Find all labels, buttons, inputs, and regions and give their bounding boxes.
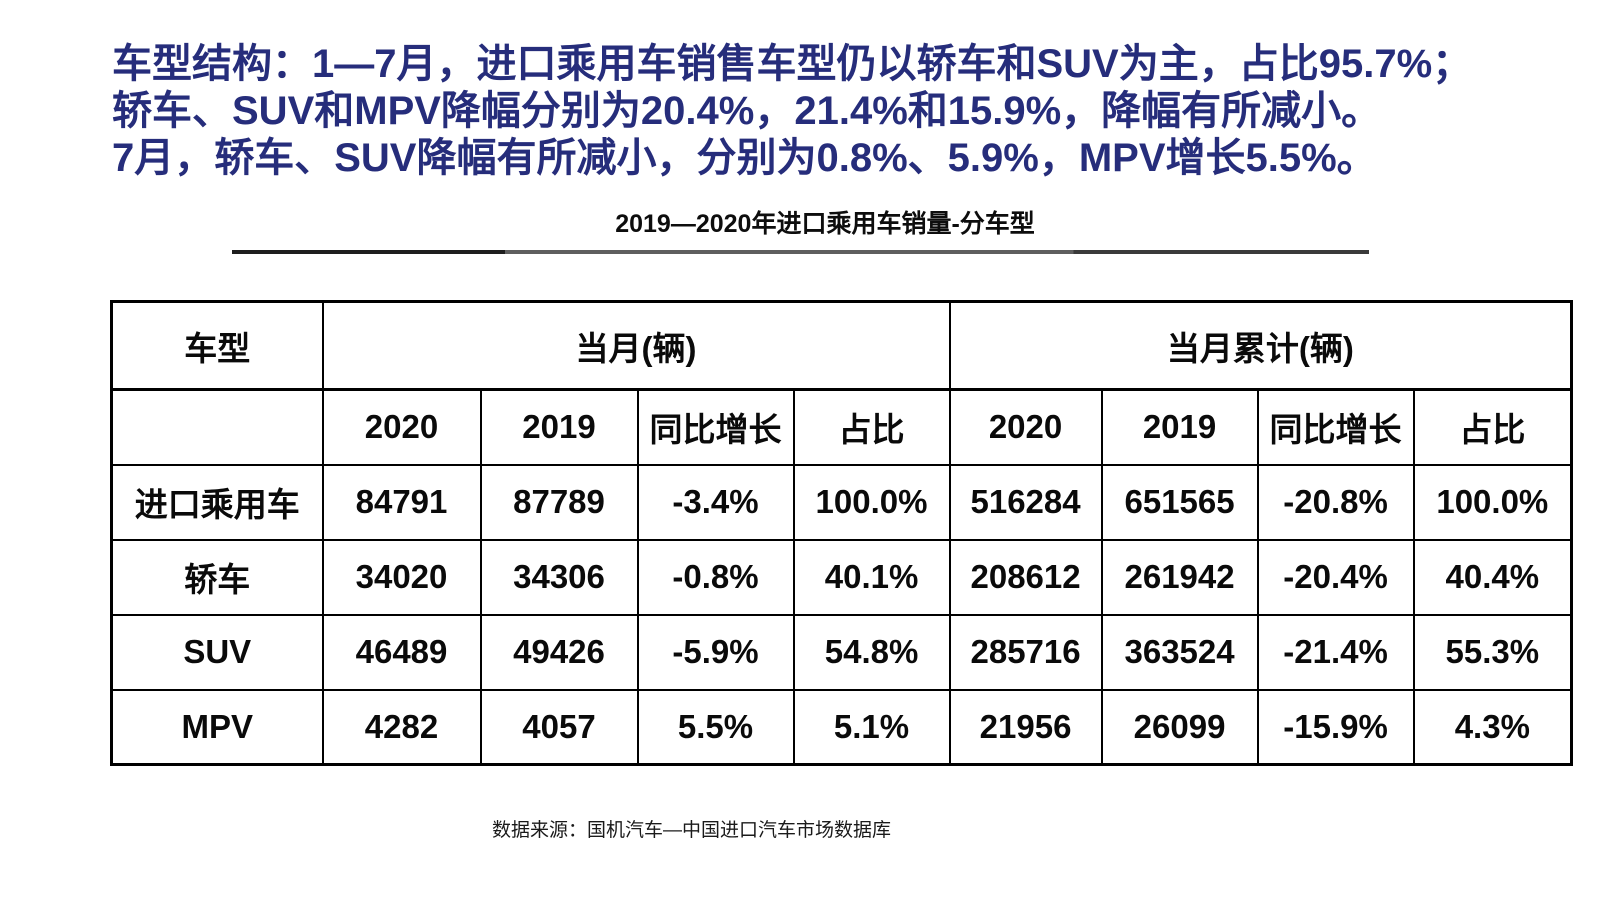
title-underline-rule: [232, 250, 1369, 254]
column-header-month-2020: 2020: [321, 388, 482, 466]
table-cell: 100.0%: [792, 463, 951, 541]
slide-headline: 车型结构：1—7月，进口乘用车销售车型仍以轿车和SUV为主，占比95.7%； 轿…: [112, 41, 1532, 182]
table-cell: 34306: [479, 538, 639, 616]
table-cell: 208612: [948, 538, 1103, 616]
table-cell: 40.4%: [1412, 538, 1573, 616]
table-cell: -20.8%: [1256, 463, 1415, 541]
table-row-label: 进口乘用车: [110, 463, 324, 541]
table-cell: 34020: [321, 538, 482, 616]
table-cell: 49426: [479, 613, 639, 691]
table-group-header-row: 车型 当月(辆) 当月累计(辆): [110, 300, 1573, 391]
table-row-imported-pv: 进口乘用车 84791 87789 -3.4% 100.0% 516284 65…: [110, 463, 1573, 541]
corner-empty-cell: [110, 388, 324, 466]
table-cell: 651565: [1100, 463, 1259, 541]
column-header-cum-2020: 2020: [948, 388, 1103, 466]
column-header-month-share: 占比: [792, 388, 951, 466]
table-title: 2019—2020年进口乘用车销量-分车型: [615, 210, 1035, 238]
table-cell: 5.1%: [792, 688, 951, 766]
table-cell: 21956: [948, 688, 1103, 766]
table-row-mpv: MPV 4282 4057 5.5% 5.1% 21956 26099 -15.…: [110, 688, 1573, 766]
table-cell: 100.0%: [1412, 463, 1573, 541]
table-cell: 4.3%: [1412, 688, 1573, 766]
table-cell: 4282: [321, 688, 482, 766]
table-cell: 5.5%: [636, 688, 795, 766]
table-cell: 55.3%: [1412, 613, 1573, 691]
table-cell: 516284: [948, 463, 1103, 541]
column-header-cum-share: 占比: [1412, 388, 1573, 466]
column-header-month-yoy: 同比增长: [636, 388, 795, 466]
table-row-label: 轿车: [110, 538, 324, 616]
table-cell: 54.8%: [792, 613, 951, 691]
table-cell: 87789: [479, 463, 639, 541]
group-header-current-month: 当月(辆): [321, 300, 951, 391]
table-cell: -3.4%: [636, 463, 795, 541]
corner-header-model: 车型: [110, 300, 324, 391]
table-row-label: MPV: [110, 688, 324, 766]
table-cell: 46489: [321, 613, 482, 691]
table-cell: 40.1%: [792, 538, 951, 616]
table-cell: 26099: [1100, 688, 1259, 766]
table-cell: 363524: [1100, 613, 1259, 691]
headline-line-2: 轿车、SUV和MPV降幅分别为20.4%，21.4%和15.9%，降幅有所减小。: [112, 89, 1382, 133]
column-header-cum-2019: 2019: [1100, 388, 1259, 466]
table-cell: -15.9%: [1256, 688, 1415, 766]
data-source-note: 数据来源：国机汽车—中国进口汽车市场数据库: [492, 820, 892, 841]
table-cell: -21.4%: [1256, 613, 1415, 691]
column-header-cum-yoy: 同比增长: [1256, 388, 1415, 466]
sales-by-model-table: 车型 当月(辆) 当月累计(辆) 2020 2019 同比增长 占比 2020 …: [110, 300, 1574, 766]
table-cell: 285716: [948, 613, 1103, 691]
table-row-sedan: 轿车 34020 34306 -0.8% 40.1% 208612 261942…: [110, 538, 1573, 616]
group-header-cumulative: 当月累计(辆): [948, 300, 1573, 391]
table-row-suv: SUV 46489 49426 -5.9% 54.8% 285716 36352…: [110, 613, 1573, 691]
table-cell: -0.8%: [636, 538, 795, 616]
table-subheader-row: 2020 2019 同比增长 占比 2020 2019 同比增长 占比: [110, 388, 1573, 466]
table-cell: -5.9%: [636, 613, 795, 691]
column-header-month-2019: 2019: [479, 388, 639, 466]
table-cell: -20.4%: [1256, 538, 1415, 616]
headline-line-3: 7月，轿车、SUV降幅有所减小，分别为0.8%、5.9%，MPV增长5.5%。: [112, 136, 1377, 180]
headline-line-1: 车型结构：1—7月，进口乘用车销售车型仍以轿车和SUV为主，占比95.7%；: [112, 42, 1473, 86]
table-cell: 261942: [1100, 538, 1259, 616]
table-row-label: SUV: [110, 613, 324, 691]
table-cell: 84791: [321, 463, 482, 541]
table-cell: 4057: [479, 688, 639, 766]
